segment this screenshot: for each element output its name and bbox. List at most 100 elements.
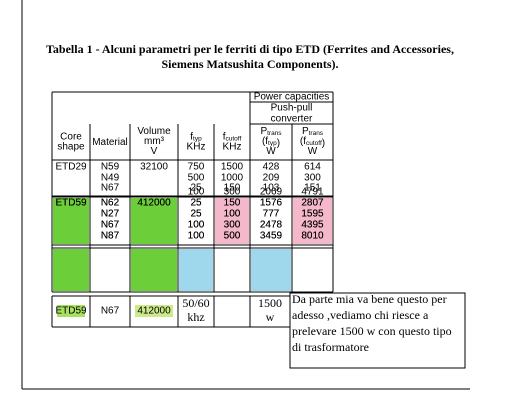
- header-text: W: [266, 146, 276, 157]
- cell-text: 1500: [221, 162, 244, 173]
- header-subscript: typ: [193, 135, 202, 142]
- cell-text: 1576: [260, 198, 283, 209]
- header-part: KHz: [187, 141, 206, 152]
- cell-text: 1595: [301, 209, 324, 220]
- cell-text: 100: [188, 231, 205, 242]
- cell-text: ETD59: [55, 198, 87, 209]
- cell-text: 25: [190, 209, 202, 220]
- cell-highlight: [53, 198, 89, 244]
- cell-text: khz: [187, 310, 204, 324]
- cell-text: 500: [224, 231, 241, 242]
- cell-text: 150: [224, 183, 241, 194]
- cell-text: 777: [263, 209, 280, 220]
- cell-text: 500: [188, 173, 205, 184]
- header-text: mm³: [144, 136, 165, 147]
- cell-text: N87: [101, 231, 120, 242]
- cell-highlight: [131, 249, 177, 291]
- cell-text: N87: [101, 231, 120, 242]
- header-part: shape: [57, 141, 85, 152]
- comment-line: di trasformatore: [292, 340, 369, 354]
- cell-text: 151: [304, 183, 321, 194]
- cell-text: 1000: [221, 173, 244, 184]
- header-text: ftyp: [190, 131, 202, 142]
- header-part: KHz: [223, 141, 242, 152]
- cell-text: 412000: [137, 198, 171, 209]
- title-line: Siemens Matsushita Components).: [161, 57, 338, 71]
- cell-text: N27: [101, 209, 120, 220]
- cell-text: 150: [224, 198, 241, 209]
- header-subscript: trans: [267, 130, 282, 137]
- header-text: KHz: [223, 141, 242, 152]
- cell-text: N67: [101, 306, 120, 317]
- cell-text: 8010: [301, 231, 324, 242]
- header-part: W: [308, 146, 318, 157]
- cell-highlight: [293, 198, 332, 244]
- header-part: (f: [300, 136, 306, 147]
- cell-text: 2069: [260, 187, 283, 198]
- cell-text: 1595: [301, 209, 324, 220]
- cell-text: 25: [190, 198, 202, 209]
- header-text: Volume: [137, 126, 171, 137]
- cell-highlight: [215, 198, 249, 244]
- cell-text: 777: [263, 209, 280, 220]
- header-text: Core: [60, 131, 82, 142]
- comment-line: adesso ,vediamo chi riesce a: [292, 308, 429, 322]
- cell-text: ETD59: [55, 306, 87, 317]
- header-part: P: [302, 126, 309, 137]
- header-text: (fcutoff): [300, 136, 325, 149]
- super-header: converter: [271, 114, 313, 125]
- cell-text: 1576: [260, 198, 283, 209]
- cell-text: 2807: [301, 198, 324, 209]
- header-part: P: [260, 126, 267, 137]
- cell-text: 100: [188, 220, 205, 231]
- header-text: fcutoff: [223, 131, 242, 142]
- header-text: V: [151, 146, 158, 157]
- text-highlight: [135, 305, 173, 317]
- cell-text: 8010: [301, 231, 324, 242]
- cell-text: 1500: [258, 296, 282, 310]
- header-part: ): [277, 138, 280, 149]
- comment-line: prelevare 1500 w con questo tipo: [292, 324, 452, 338]
- cell-text: 428: [263, 162, 280, 173]
- cell-text: ETD29: [55, 162, 87, 173]
- cell-text: 25: [190, 183, 202, 194]
- header-text: W: [308, 146, 318, 157]
- header-text: Ptrans: [302, 126, 324, 137]
- cell-text: 100: [224, 209, 241, 220]
- cell-highlight: [179, 249, 213, 291]
- cell-text: 300: [224, 220, 241, 231]
- cell-text: 614: [304, 162, 321, 173]
- header-part: Core: [60, 131, 82, 142]
- cell-text: 300: [224, 187, 241, 198]
- cell-text: N27: [101, 209, 120, 220]
- cell-text: 750: [188, 162, 205, 173]
- cell-text: 25: [190, 209, 202, 220]
- cell-text: 500: [224, 231, 241, 242]
- cell-text: N67: [101, 183, 120, 194]
- text-highlight: [57, 305, 85, 317]
- cell-text: 2478: [260, 220, 283, 231]
- header-part: mm³: [144, 136, 165, 147]
- cell-text: N59: [101, 162, 120, 173]
- comment: Da parte mia va bene questo per adesso ,v…: [292, 292, 452, 354]
- cell-text: 412000: [137, 198, 171, 209]
- cell-text: 50/60: [182, 296, 209, 310]
- title-line: Tabella 1 - Alcuni parametri per le ferr…: [46, 42, 454, 56]
- cell-text: 300: [304, 173, 321, 184]
- cell-text: 103: [263, 183, 280, 194]
- cell-text: 100: [224, 209, 241, 220]
- cell-text: 4395: [301, 220, 324, 231]
- header-text: KHz: [187, 141, 206, 152]
- cell-text: 25: [190, 198, 202, 209]
- comment-line: Da parte mia va bene questo per: [292, 292, 447, 306]
- header-subscript: cutoff: [226, 135, 242, 142]
- cell-text: N49: [101, 173, 120, 184]
- header-text: shape: [57, 141, 85, 152]
- header-subscript: trans: [309, 130, 324, 137]
- header-part: Material: [92, 137, 128, 148]
- header-part: f: [190, 131, 193, 142]
- header-part: V: [151, 146, 158, 157]
- cell-text: 3459: [260, 231, 283, 242]
- header-part: (f: [262, 136, 268, 147]
